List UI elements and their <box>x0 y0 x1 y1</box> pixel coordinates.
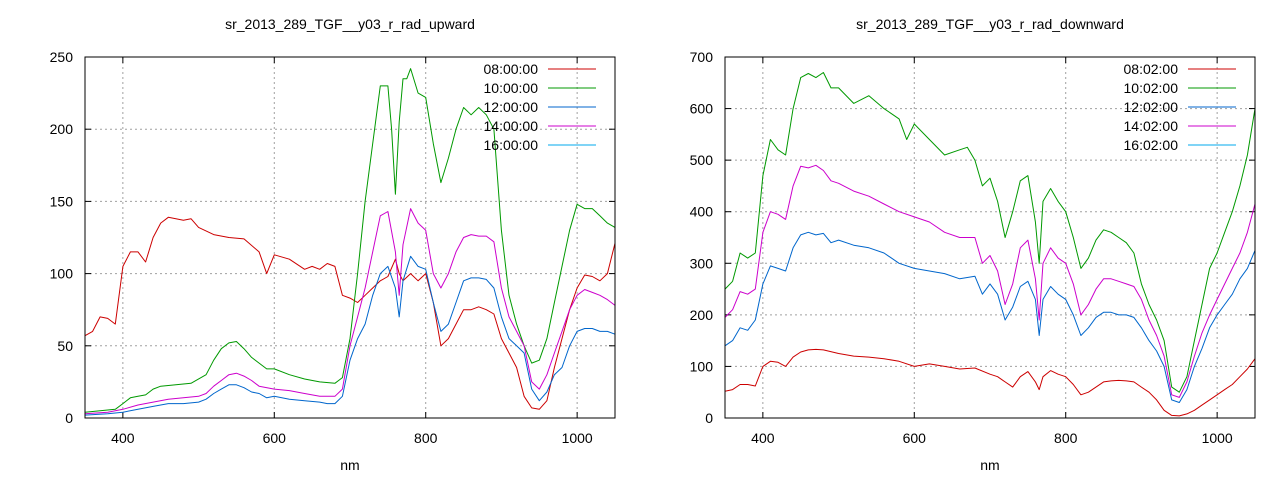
y-tick-label: 300 <box>690 255 714 271</box>
chart-title: sr_2013_289_TGF__y03_r_rad_downward <box>856 16 1124 32</box>
x-axis-label: nm <box>980 457 999 473</box>
y-tick-label: 100 <box>690 358 714 374</box>
chart-downward: sr_2013_289_TGF__y03_r_rad_downward nm 4… <box>690 16 1256 473</box>
x-tick-label: 600 <box>263 430 287 446</box>
series-line <box>724 164 1256 398</box>
series-line <box>84 208 616 415</box>
y-tick-label: 500 <box>690 152 714 168</box>
legend-label: 08:02:00 <box>1124 61 1179 77</box>
legend-label: 08:00:00 <box>484 61 539 77</box>
legend-label: 10:02:00 <box>1124 80 1179 96</box>
series-line <box>84 255 616 416</box>
y-tick-label: 600 <box>690 101 714 117</box>
series-line <box>724 348 1256 417</box>
y-tick-label: 200 <box>690 307 714 323</box>
y-tick-label: 100 <box>50 266 74 282</box>
x-tick-label: 1000 <box>1202 430 1233 446</box>
y-tick-label: 400 <box>690 204 714 220</box>
series-line <box>724 231 1256 403</box>
x-tick-label: 800 <box>1054 430 1078 446</box>
x-tick-label: 600 <box>903 430 927 446</box>
y-tick-label: 50 <box>57 338 73 354</box>
plot-frame <box>84 56 616 419</box>
legend-label: 16:00:00 <box>484 137 539 153</box>
chart-upward: sr_2013_289_TGF__y03_r_rad_upward nm 400… <box>50 16 616 473</box>
legend-label: 14:00:00 <box>484 118 539 134</box>
legend-label: 16:02:00 <box>1124 137 1179 153</box>
y-tick-label: 0 <box>705 410 713 426</box>
y-tick-label: 700 <box>690 49 714 65</box>
y-tick-label: 0 <box>65 410 73 426</box>
legend-label: 14:02:00 <box>1124 118 1179 134</box>
y-tick-label: 200 <box>50 121 74 137</box>
plot-frame <box>724 56 1256 419</box>
x-tick-label: 400 <box>751 430 775 446</box>
x-tick-label: 800 <box>414 430 438 446</box>
series-line <box>84 216 616 410</box>
legend-label: 12:02:00 <box>1124 99 1179 115</box>
legend-label: 12:00:00 <box>484 99 539 115</box>
legend-label: 10:00:00 <box>484 80 539 96</box>
series-line <box>724 72 1256 393</box>
x-tick-label: 1000 <box>562 430 593 446</box>
chart-title: sr_2013_289_TGF__y03_r_rad_upward <box>225 16 475 32</box>
y-tick-label: 150 <box>50 193 74 209</box>
y-tick-label: 250 <box>50 49 74 65</box>
x-axis-label: nm <box>340 457 359 473</box>
series-line <box>84 68 616 413</box>
x-tick-label: 400 <box>111 430 135 446</box>
